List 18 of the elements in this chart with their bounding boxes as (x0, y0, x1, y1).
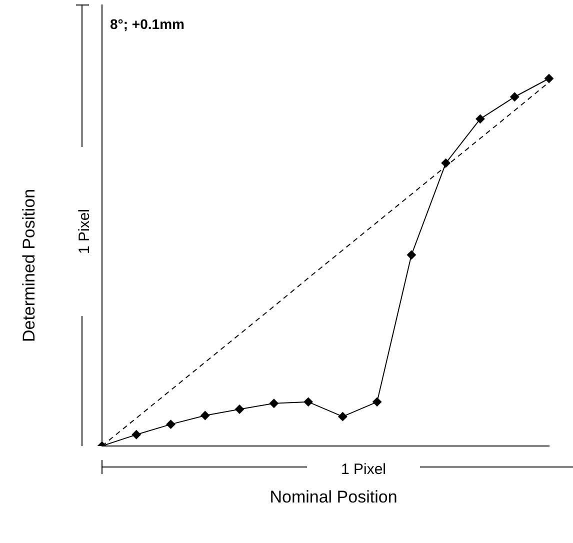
point (200, 411, 210, 420)
point (476, 114, 485, 124)
text: 8°; +0.1mm (110, 16, 184, 32)
text: 1 Pixel (340, 461, 386, 478)
point (372, 397, 382, 406)
point (132, 430, 141, 440)
point (441, 158, 450, 168)
point (269, 398, 278, 408)
point (304, 397, 313, 406)
point (544, 74, 554, 83)
point (406, 250, 416, 260)
point (510, 92, 520, 102)
text: 1 Pixel (76, 208, 94, 254)
point (235, 404, 244, 414)
point (338, 412, 348, 422)
x-axis-title: Nominal Position (270, 488, 398, 507)
y-axis-title: Determined Position (20, 188, 39, 342)
point (166, 420, 176, 429)
